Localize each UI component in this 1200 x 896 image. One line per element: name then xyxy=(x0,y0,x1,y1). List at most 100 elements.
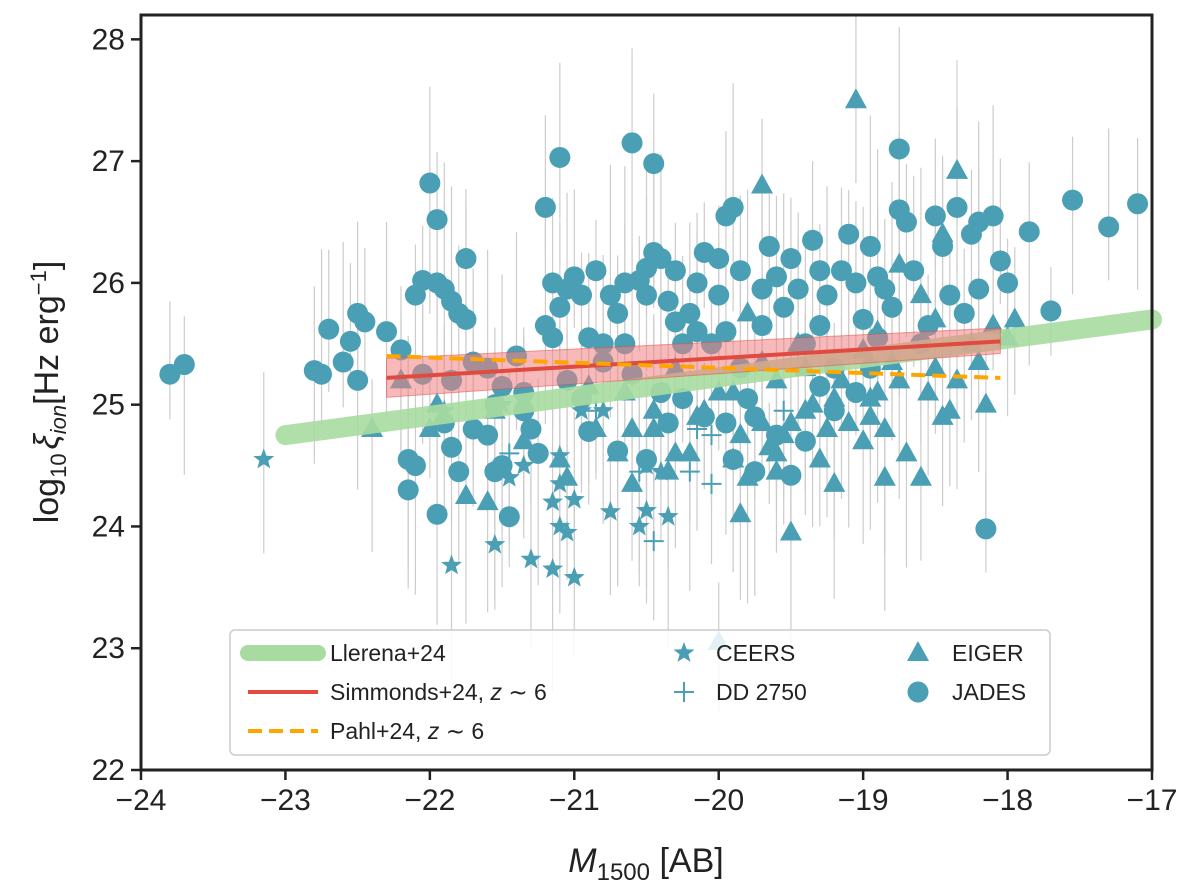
y-axis-title-xi: ξ xyxy=(28,432,66,449)
y-tick-label: 28 xyxy=(92,23,125,56)
legend-simmonds-z: z xyxy=(489,679,502,705)
x-axis-title-unit: [AB] xyxy=(650,842,724,880)
jades-point xyxy=(780,248,802,270)
x-axis-title-main: M xyxy=(568,842,597,880)
eiger-point xyxy=(642,417,665,438)
ceers-point xyxy=(592,399,614,420)
eiger-point xyxy=(895,441,918,462)
legend-ceers-label: CEERS xyxy=(716,640,795,666)
legend-dd2750-marker xyxy=(674,682,694,702)
simmonds-fit-line xyxy=(386,339,1001,380)
jades-point xyxy=(318,318,340,340)
eiger-point xyxy=(866,380,889,401)
jades-point xyxy=(636,448,657,470)
jades-point xyxy=(426,503,448,525)
eiger-point xyxy=(823,471,846,492)
ceers-point xyxy=(542,491,564,511)
jades-point xyxy=(549,296,571,318)
jades-point xyxy=(838,223,860,245)
jades-point xyxy=(744,461,766,483)
jades-point xyxy=(845,272,867,294)
eiger-point xyxy=(909,465,932,486)
x-tick-label: −21 xyxy=(549,784,600,817)
eiger-point xyxy=(917,380,940,401)
ceers-point xyxy=(498,466,520,487)
y-axis-title-exponent: −1 xyxy=(26,270,51,295)
jades-point xyxy=(982,205,1004,227)
eiger-point xyxy=(859,404,882,425)
jades-point xyxy=(477,424,499,446)
jades-point xyxy=(903,260,925,282)
x-axis-title-sub: 1500 xyxy=(597,859,650,886)
fit-lines-group xyxy=(275,309,1162,446)
eiger-point xyxy=(946,158,969,179)
jades-point xyxy=(939,284,961,306)
plot-frame xyxy=(139,13,1154,772)
jades-point xyxy=(636,284,657,306)
jades-point xyxy=(794,430,816,452)
eiger-point xyxy=(931,222,954,243)
jades-point xyxy=(534,196,556,218)
legend-eiger-marker xyxy=(907,641,929,661)
eiger-point xyxy=(1003,307,1026,328)
x-tick-label: −17 xyxy=(1127,784,1178,817)
y-tick-label: 22 xyxy=(92,754,125,787)
eiger-point xyxy=(664,441,687,462)
jades-point xyxy=(599,284,621,306)
dd2750-point xyxy=(679,461,700,482)
x-tick-label: −22 xyxy=(404,784,455,817)
eiger-point xyxy=(844,88,867,109)
y-axis-title-log-base: 10 xyxy=(46,453,71,477)
jades-point xyxy=(1127,193,1149,215)
eiger-point xyxy=(823,386,846,407)
jades-point xyxy=(765,424,787,446)
jades-point xyxy=(1062,189,1084,211)
jades-point xyxy=(607,302,629,324)
y-axis-title-bracket: ] xyxy=(28,261,66,270)
jades-point xyxy=(1040,300,1062,322)
jades-point xyxy=(708,248,730,270)
y-axis-title: log10 ξion[Hz erg−1] xyxy=(26,261,71,524)
jades-point xyxy=(419,172,441,194)
jades-point xyxy=(404,455,426,477)
eiger-point xyxy=(512,429,535,450)
jades-point xyxy=(332,351,354,373)
eiger-point xyxy=(729,423,752,444)
eiger-point xyxy=(794,398,817,419)
llerena-fit-line xyxy=(275,309,1162,446)
jades-point xyxy=(520,418,542,440)
eiger-point xyxy=(642,398,665,419)
jades-point xyxy=(924,205,946,227)
jades-point xyxy=(354,311,376,333)
eiger-point xyxy=(779,410,802,431)
x-axis-title: M1500 [AB] xyxy=(568,842,723,886)
x-tick-label: −18 xyxy=(982,784,1033,817)
eiger-point xyxy=(808,447,831,468)
dd2750-point xyxy=(701,473,722,494)
eiger-point xyxy=(707,380,730,401)
jades-point xyxy=(397,479,419,501)
jades-point xyxy=(852,308,874,330)
jades-point xyxy=(686,272,708,294)
legend-eiger-triangle xyxy=(907,641,929,661)
jades-point xyxy=(672,388,694,410)
eiger-point xyxy=(751,173,774,194)
eiger-point xyxy=(967,350,990,371)
eiger-point xyxy=(924,356,947,377)
jades-point xyxy=(946,196,968,218)
eiger-point xyxy=(830,368,853,389)
jades-point xyxy=(455,248,477,270)
jades-point xyxy=(874,278,896,300)
jades-point xyxy=(708,284,730,306)
jades-point xyxy=(816,284,838,306)
jades-point xyxy=(780,464,802,486)
eiger-point xyxy=(816,417,839,438)
ceers-point xyxy=(520,548,542,569)
legend-llerena-label: Llerena+24 xyxy=(330,640,446,666)
jades-point xyxy=(751,315,773,337)
jades-point xyxy=(888,138,910,160)
legend-pahl-text: Pahl+24, xyxy=(330,718,428,744)
jades-point xyxy=(715,321,737,343)
jades-point xyxy=(758,235,780,257)
